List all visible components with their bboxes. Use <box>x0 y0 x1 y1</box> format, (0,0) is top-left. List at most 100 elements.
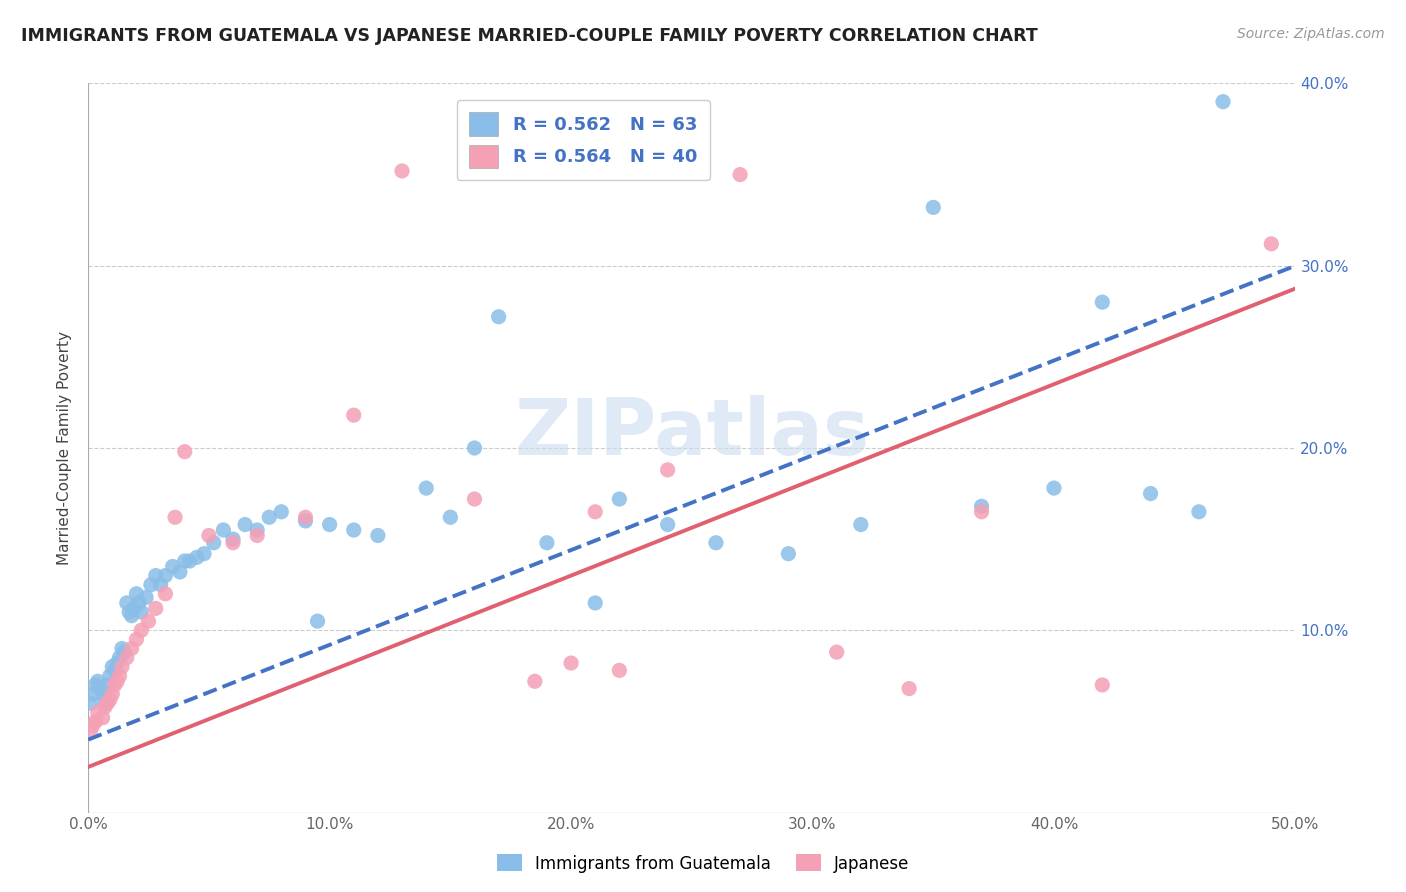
Point <box>138 614 160 628</box>
Point <box>108 650 131 665</box>
Point <box>129 624 152 638</box>
Point <box>105 674 128 689</box>
Point <box>173 554 195 568</box>
Point <box>162 559 184 574</box>
Point <box>96 678 118 692</box>
Point <box>609 491 631 506</box>
Point <box>439 510 461 524</box>
Point <box>121 641 143 656</box>
Point <box>778 547 800 561</box>
Point <box>536 535 558 549</box>
Point <box>91 711 114 725</box>
Point <box>145 568 167 582</box>
Point <box>1091 678 1114 692</box>
Point <box>179 554 201 568</box>
Point <box>94 696 117 710</box>
Point <box>96 696 118 710</box>
Legend: Immigrants from Guatemala, Japanese: Immigrants from Guatemala, Japanese <box>489 847 917 880</box>
Point <box>1139 486 1161 500</box>
Point <box>898 681 921 696</box>
Point <box>173 444 195 458</box>
Point <box>583 505 606 519</box>
Point <box>108 669 131 683</box>
Point <box>89 681 111 696</box>
Text: ZIPatlas: ZIPatlas <box>515 395 869 471</box>
Point <box>82 718 104 732</box>
Point <box>343 523 366 537</box>
Point <box>294 510 316 524</box>
Point <box>270 505 292 519</box>
Point <box>343 408 366 422</box>
Y-axis label: Married-Couple Family Poverty: Married-Couple Family Poverty <box>58 331 72 565</box>
Point <box>104 678 127 692</box>
Legend: R = 0.562   N = 63, R = 0.564   N = 40: R = 0.562 N = 63, R = 0.564 N = 40 <box>457 100 710 180</box>
Point <box>212 523 235 537</box>
Point <box>94 699 117 714</box>
Point <box>222 535 245 549</box>
Point <box>704 535 727 549</box>
Point <box>115 596 138 610</box>
Point <box>198 528 221 542</box>
Point <box>139 577 162 591</box>
Point <box>463 491 485 506</box>
Point <box>415 481 437 495</box>
Point <box>391 164 413 178</box>
Point <box>318 517 340 532</box>
Point <box>849 517 872 532</box>
Point <box>155 587 177 601</box>
Point <box>125 632 148 647</box>
Point <box>145 601 167 615</box>
Point <box>111 659 134 673</box>
Point <box>135 591 157 605</box>
Point <box>202 535 225 549</box>
Point <box>463 441 485 455</box>
Point <box>87 674 110 689</box>
Point <box>121 608 143 623</box>
Point <box>129 605 152 619</box>
Point <box>970 505 993 519</box>
Point <box>657 517 679 532</box>
Point <box>149 577 172 591</box>
Point <box>488 310 510 324</box>
Point <box>91 687 114 701</box>
Text: Source: ZipAtlas.com: Source: ZipAtlas.com <box>1237 27 1385 41</box>
Point <box>105 656 128 670</box>
Text: IMMIGRANTS FROM GUATEMALA VS JAPANESE MARRIED-COUPLE FAMILY POVERTY CORRELATION : IMMIGRANTS FROM GUATEMALA VS JAPANESE MA… <box>21 27 1038 45</box>
Point <box>186 550 208 565</box>
Point <box>169 565 191 579</box>
Point <box>825 645 848 659</box>
Point <box>112 645 135 659</box>
Point <box>104 664 127 678</box>
Point <box>222 532 245 546</box>
Point <box>294 514 316 528</box>
Point <box>84 714 107 729</box>
Point <box>122 601 145 615</box>
Point <box>367 528 389 542</box>
Point <box>233 517 256 532</box>
Point <box>155 568 177 582</box>
Point <box>128 596 150 610</box>
Point <box>82 687 104 701</box>
Point <box>125 587 148 601</box>
Point <box>111 641 134 656</box>
Point <box>970 500 993 514</box>
Point <box>79 696 101 710</box>
Point <box>1260 236 1282 251</box>
Point <box>523 674 546 689</box>
Point <box>922 200 945 214</box>
Point <box>1043 481 1066 495</box>
Point <box>1212 95 1234 109</box>
Point <box>101 659 124 673</box>
Point <box>560 656 582 670</box>
Point <box>79 723 101 738</box>
Point <box>87 706 110 720</box>
Point <box>1091 295 1114 310</box>
Point <box>193 547 215 561</box>
Point <box>609 664 631 678</box>
Point <box>728 168 751 182</box>
Point <box>307 614 329 628</box>
Point <box>657 463 679 477</box>
Point <box>257 510 280 524</box>
Point <box>98 692 121 706</box>
Point <box>101 687 124 701</box>
